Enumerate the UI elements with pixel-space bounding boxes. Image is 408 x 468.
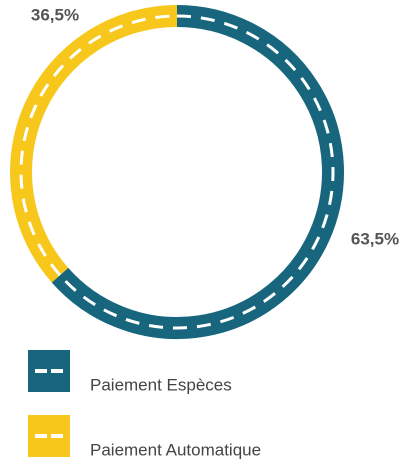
- legend-swatch: [28, 350, 70, 392]
- value-label: 36,5%: [31, 5, 79, 24]
- value-label: 63,5%: [351, 229, 399, 248]
- legend-label: Paiement Automatique: [90, 440, 261, 459]
- donut-segment: [51, 5, 344, 339]
- legend-swatch: [28, 415, 70, 457]
- legend-label: Paiement Espèces: [90, 375, 232, 394]
- donut-segment: [10, 5, 178, 283]
- segment-dash: [58, 14, 335, 330]
- segment-dash: [19, 14, 178, 277]
